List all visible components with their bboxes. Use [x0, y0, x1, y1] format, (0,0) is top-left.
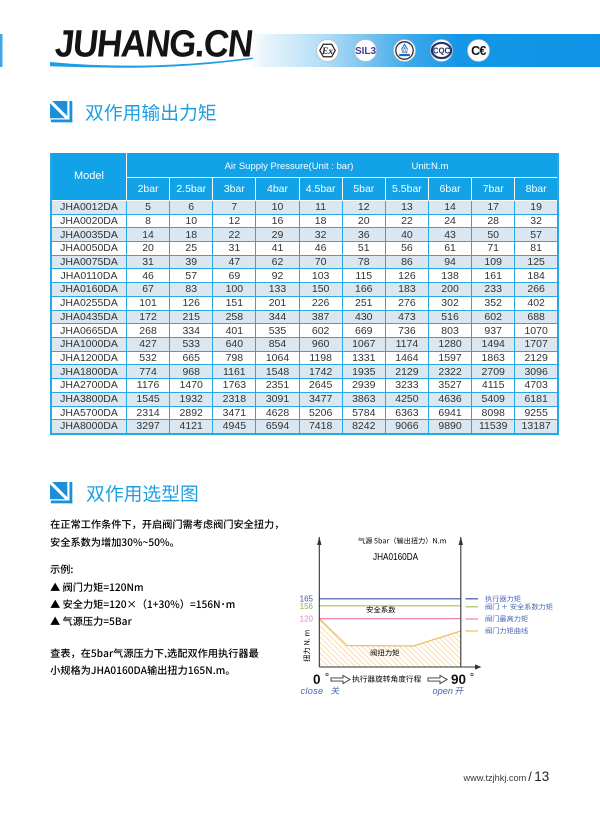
svg-text:TUV: TUV [401, 49, 408, 53]
svg-text:0: 0 [313, 672, 321, 687]
svg-text:90: 90 [451, 672, 466, 687]
svg-text:SIL3: SIL3 [355, 46, 377, 57]
svg-text:120: 120 [300, 615, 314, 624]
svg-text:CQC: CQC [433, 46, 451, 55]
svg-text:165: 165 [300, 595, 314, 604]
svg-text:C€: C€ [471, 43, 486, 57]
svg-text:Ex: Ex [321, 47, 333, 57]
svg-text:156: 156 [300, 602, 314, 611]
